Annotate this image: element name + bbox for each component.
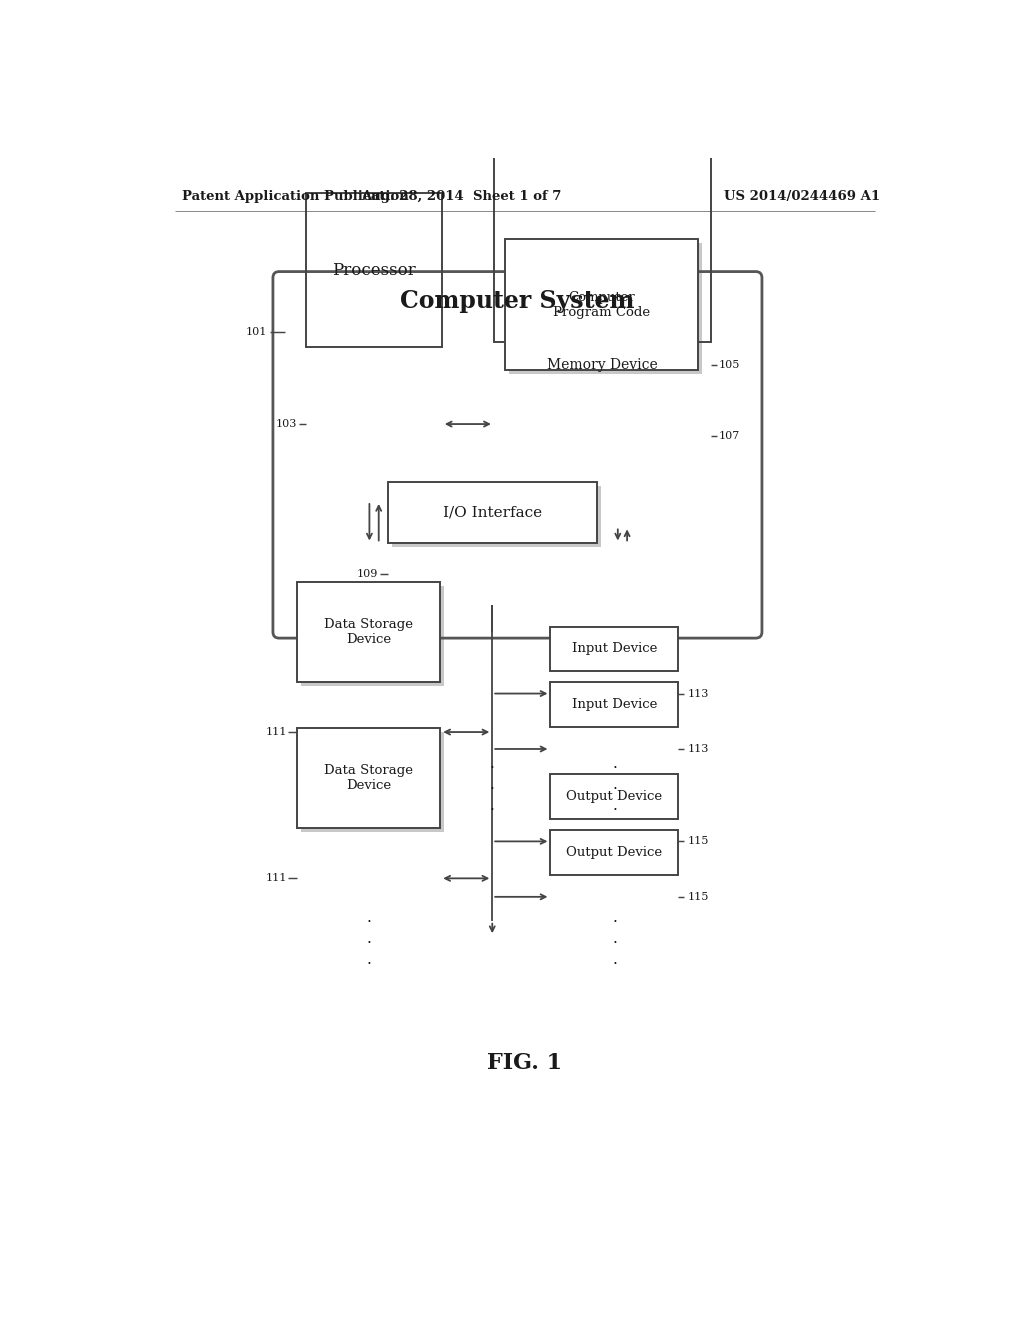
FancyBboxPatch shape [509, 243, 701, 374]
Text: Memory Device: Memory Device [547, 358, 657, 372]
Text: Data Storage
Device: Data Storage Device [325, 618, 413, 645]
Text: 101: 101 [246, 326, 267, 337]
Text: 113: 113 [687, 689, 709, 698]
Text: ·
·
·: · · · [612, 915, 616, 973]
FancyBboxPatch shape [550, 627, 678, 671]
Text: Aug. 28, 2014  Sheet 1 of 7: Aug. 28, 2014 Sheet 1 of 7 [361, 190, 561, 203]
Text: FIG. 1: FIG. 1 [487, 1052, 562, 1074]
Text: Input Device: Input Device [571, 643, 657, 656]
FancyBboxPatch shape [297, 582, 440, 682]
Text: 107: 107 [719, 430, 739, 441]
Text: 109: 109 [357, 569, 378, 579]
Text: Computer
Program Code: Computer Program Code [553, 290, 650, 318]
Text: Patent Application Publication: Patent Application Publication [182, 190, 409, 203]
Text: Data Storage
Device: Data Storage Device [325, 764, 413, 792]
Text: 103: 103 [275, 418, 297, 429]
Text: US 2014/0244469 A1: US 2014/0244469 A1 [724, 190, 881, 203]
Text: Output Device: Output Device [566, 791, 663, 804]
FancyBboxPatch shape [550, 682, 678, 726]
Text: Output Device: Output Device [566, 846, 663, 859]
Text: 113: 113 [687, 744, 709, 754]
FancyBboxPatch shape [301, 586, 444, 686]
Text: ·
·
·: · · · [367, 915, 371, 973]
Text: ·
·
·: · · · [489, 762, 495, 818]
Text: Processor: Processor [332, 261, 416, 279]
Text: 111: 111 [265, 727, 287, 737]
Text: 105: 105 [719, 360, 740, 370]
FancyBboxPatch shape [301, 733, 444, 832]
Text: 115: 115 [687, 892, 709, 902]
Text: 111: 111 [265, 874, 287, 883]
Text: 115: 115 [687, 837, 709, 846]
Text: I/O Interface: I/O Interface [442, 506, 542, 520]
FancyBboxPatch shape [506, 239, 697, 370]
FancyBboxPatch shape [297, 729, 440, 829]
FancyBboxPatch shape [391, 486, 601, 548]
Text: Input Device: Input Device [571, 698, 657, 711]
FancyBboxPatch shape [388, 482, 597, 544]
Text: Computer System: Computer System [400, 289, 635, 313]
FancyBboxPatch shape [550, 775, 678, 818]
FancyBboxPatch shape [550, 830, 678, 875]
Text: ·
·
·: · · · [612, 762, 616, 818]
